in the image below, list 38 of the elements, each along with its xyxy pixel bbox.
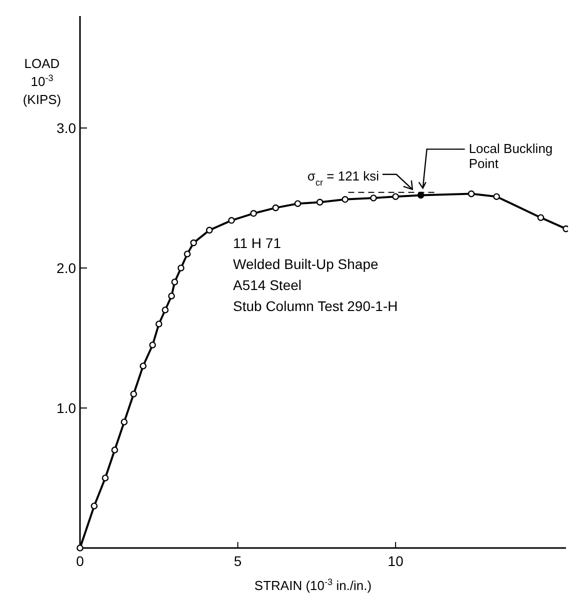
y-tick-label: 3.0 <box>56 120 76 136</box>
point <box>228 217 235 224</box>
point <box>184 250 191 258</box>
point <box>171 278 178 286</box>
point <box>162 306 169 314</box>
y-tick-label: 2.0 <box>56 260 76 276</box>
point <box>76 544 84 552</box>
annotation: Local Buckling Point <box>468 141 553 172</box>
point <box>537 214 544 221</box>
annotation: σ$_{cr}$ = 121 ksi <box>307 168 380 188</box>
point <box>250 210 257 217</box>
point <box>370 194 377 202</box>
point <box>102 474 109 482</box>
point <box>178 264 184 272</box>
point <box>130 390 138 398</box>
point <box>294 200 302 207</box>
point <box>111 446 118 454</box>
point <box>468 190 475 198</box>
point <box>342 196 348 203</box>
point <box>272 204 280 212</box>
annotation: 11 H 71 Welded Built-Up Shape A514 Steel Stub Column Test 290-1-H <box>233 235 398 314</box>
point <box>392 193 399 200</box>
y-axis-title: LOAD 10$^{-3}$ (KIPS) <box>22 56 62 107</box>
x-axis-title: STRAIN (10$^{-3}$ in./in.) <box>254 577 372 593</box>
point <box>149 342 156 348</box>
point <box>155 320 162 328</box>
x-tick-label: 10 <box>388 553 404 569</box>
point <box>190 239 198 246</box>
point <box>168 292 175 300</box>
x-tick-label: 0 <box>76 553 84 569</box>
point <box>120 418 128 426</box>
point <box>90 502 98 510</box>
point <box>206 226 213 234</box>
x-tick-label: 5 <box>234 553 242 569</box>
y-tick-label: 1.0 <box>56 400 76 416</box>
point <box>493 193 500 200</box>
point <box>316 198 324 206</box>
point <box>140 362 147 370</box>
